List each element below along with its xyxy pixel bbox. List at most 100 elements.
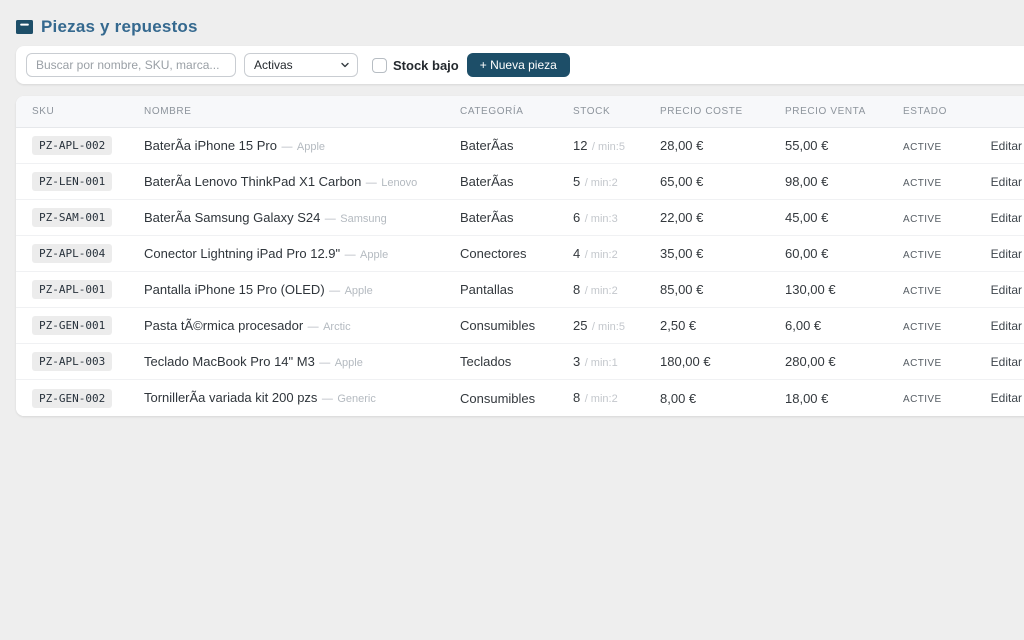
table-row: PZ-GEN-001 Pasta tÃ©rmica procesador — A… bbox=[16, 308, 1024, 344]
part-name: Teclado MacBook Pro 14" M3 bbox=[144, 353, 315, 369]
cost-price: 65,00 € bbox=[660, 174, 704, 189]
edit-link[interactable]: Editar bbox=[990, 354, 1022, 369]
stock-quantity: 3 bbox=[573, 353, 581, 369]
edit-link[interactable]: Editar bbox=[990, 138, 1022, 153]
edit-link[interactable]: Editar bbox=[990, 282, 1022, 297]
sale-price: 98,00 € bbox=[785, 174, 829, 189]
status-badge: ACTIVE bbox=[903, 177, 942, 189]
sku-badge: PZ-SAM-001 bbox=[32, 208, 113, 227]
cost-price: 22,00 € bbox=[660, 210, 704, 225]
status-badge: ACTIVE bbox=[903, 213, 942, 225]
cost-price: 8,00 € bbox=[660, 390, 697, 406]
low-stock-label: Stock bajo bbox=[393, 57, 459, 73]
column-header-precio-coste: PRECIO COSTE bbox=[660, 106, 743, 117]
part-brand: Generic bbox=[337, 393, 376, 405]
cost-price: 35,00 € bbox=[660, 246, 704, 261]
sale-price: 6,00 € bbox=[785, 318, 822, 333]
table-row: PZ-APL-004 Conector Lightning iPad Pro 1… bbox=[16, 236, 1024, 272]
cost-price: 85,00 € bbox=[660, 282, 704, 297]
search-input[interactable] bbox=[26, 53, 236, 77]
part-brand: Apple bbox=[296, 140, 326, 153]
toolbar: Activas Stock bajo + Nueva pieza bbox=[16, 46, 1024, 84]
column-header-categoria: CATEGORÍA bbox=[460, 106, 524, 117]
column-header-estado: ESTADO bbox=[903, 106, 947, 117]
column-header-nombre: NOMBRE bbox=[144, 106, 192, 117]
page-header: Piezas y repuestos bbox=[0, 17, 1024, 37]
part-category: Pantallas bbox=[460, 282, 514, 297]
stock-quantity: 8 bbox=[573, 281, 581, 297]
part-stock: 3 / min:1 bbox=[573, 353, 660, 371]
parts-table: SKU NOMBRE CATEGORÍA STOCK PRECIO COSTE … bbox=[16, 96, 1024, 416]
edit-link[interactable]: Editar bbox=[990, 391, 1022, 405]
table-row: PZ-APL-003 Teclado MacBook Pro 14" M3 — … bbox=[16, 344, 1024, 380]
stock-minimum: / min:5 bbox=[591, 140, 625, 153]
brand-separator: — bbox=[365, 176, 377, 189]
brand-separator: — bbox=[307, 320, 319, 333]
part-category: Consumibles bbox=[460, 390, 536, 406]
column-header-sku: SKU bbox=[32, 106, 55, 117]
cost-price: 28,00 € bbox=[660, 138, 704, 153]
brand-separator: — bbox=[319, 356, 331, 369]
table-row: PZ-GEN-002 TornillerÃa variada kit 200 p… bbox=[16, 380, 1024, 416]
parts-box-icon bbox=[16, 20, 33, 34]
stock-minimum: / min:2 bbox=[584, 176, 618, 189]
sale-price: 60,00 € bbox=[785, 246, 829, 261]
stock-quantity: 25 bbox=[573, 317, 588, 333]
sku-badge: PZ-APL-004 bbox=[32, 244, 113, 263]
part-category: BaterÃas bbox=[460, 210, 514, 225]
sale-price: 55,00 € bbox=[785, 138, 829, 153]
status-filter-select[interactable]: Activas bbox=[244, 53, 358, 77]
brand-separator: — bbox=[324, 212, 336, 225]
status-badge: ACTIVE bbox=[903, 249, 942, 261]
part-category: Teclados bbox=[460, 354, 512, 369]
stock-minimum: / min:2 bbox=[584, 284, 618, 297]
sku-badge: PZ-LEN-001 bbox=[32, 172, 113, 191]
part-brand: Arctic bbox=[323, 320, 351, 333]
edit-link[interactable]: Editar bbox=[990, 246, 1022, 261]
sale-price: 45,00 € bbox=[785, 210, 829, 225]
stock-quantity: 6 bbox=[573, 209, 581, 225]
new-part-button[interactable]: + Nueva pieza bbox=[466, 53, 570, 77]
page-title: Piezas y repuestos bbox=[41, 17, 198, 36]
parts-page: Piezas y repuestos Activas Stock bajo + … bbox=[0, 17, 1024, 416]
part-category: Conectores bbox=[460, 246, 527, 261]
stock-quantity: 8 bbox=[573, 390, 581, 405]
sku-badge: PZ-APL-001 bbox=[32, 280, 113, 299]
part-name: Pantalla iPhone 15 Pro (OLED) bbox=[144, 281, 325, 297]
part-category: BaterÃas bbox=[460, 138, 514, 153]
part-name: BaterÃa iPhone 15 Pro bbox=[144, 137, 277, 153]
edit-link[interactable]: Editar bbox=[990, 318, 1022, 333]
status-filter-wrap: Activas bbox=[244, 53, 358, 77]
part-brand: Apple bbox=[344, 284, 373, 297]
low-stock-filter: Stock bajo bbox=[372, 57, 459, 73]
brand-separator: — bbox=[329, 284, 341, 297]
cost-price: 180,00 € bbox=[660, 354, 711, 369]
table-row: PZ-LEN-001 BaterÃa Lenovo ThinkPad X1 Ca… bbox=[16, 164, 1024, 200]
status-badge: ACTIVE bbox=[903, 285, 942, 297]
part-stock: 12 / min:5 bbox=[573, 137, 660, 155]
table-body: PZ-APL-002 BaterÃa iPhone 15 Pro — Apple… bbox=[16, 128, 1024, 416]
stock-quantity: 4 bbox=[573, 245, 581, 261]
stock-quantity: 12 bbox=[573, 137, 588, 153]
table-header-row: SKU NOMBRE CATEGORÍA STOCK PRECIO COSTE … bbox=[16, 96, 1024, 128]
cost-price: 2,50 € bbox=[660, 318, 697, 333]
sale-price: 280,00 € bbox=[785, 354, 836, 369]
part-category: BaterÃas bbox=[460, 174, 514, 189]
edit-link[interactable]: Editar bbox=[990, 174, 1022, 189]
part-stock: 25 / min:5 bbox=[573, 317, 660, 335]
status-badge: ACTIVE bbox=[903, 394, 942, 405]
status-badge: ACTIVE bbox=[903, 357, 942, 369]
column-header-precio-venta: PRECIO VENTA bbox=[785, 106, 866, 117]
brand-separator: — bbox=[281, 140, 293, 153]
part-brand: Apple bbox=[360, 248, 389, 261]
edit-link[interactable]: Editar bbox=[990, 210, 1022, 225]
low-stock-checkbox[interactable] bbox=[372, 57, 387, 73]
table-row: PZ-SAM-001 BaterÃa Samsung Galaxy S24 — … bbox=[16, 200, 1024, 236]
status-badge: ACTIVE bbox=[903, 321, 942, 333]
sku-badge: PZ-GEN-002 bbox=[32, 388, 113, 408]
stock-minimum: / min:2 bbox=[584, 393, 618, 405]
brand-separator: — bbox=[344, 248, 356, 261]
part-stock: 4 / min:2 bbox=[573, 245, 660, 263]
part-stock: 6 / min:3 bbox=[573, 209, 660, 227]
part-brand: Lenovo bbox=[381, 176, 418, 189]
